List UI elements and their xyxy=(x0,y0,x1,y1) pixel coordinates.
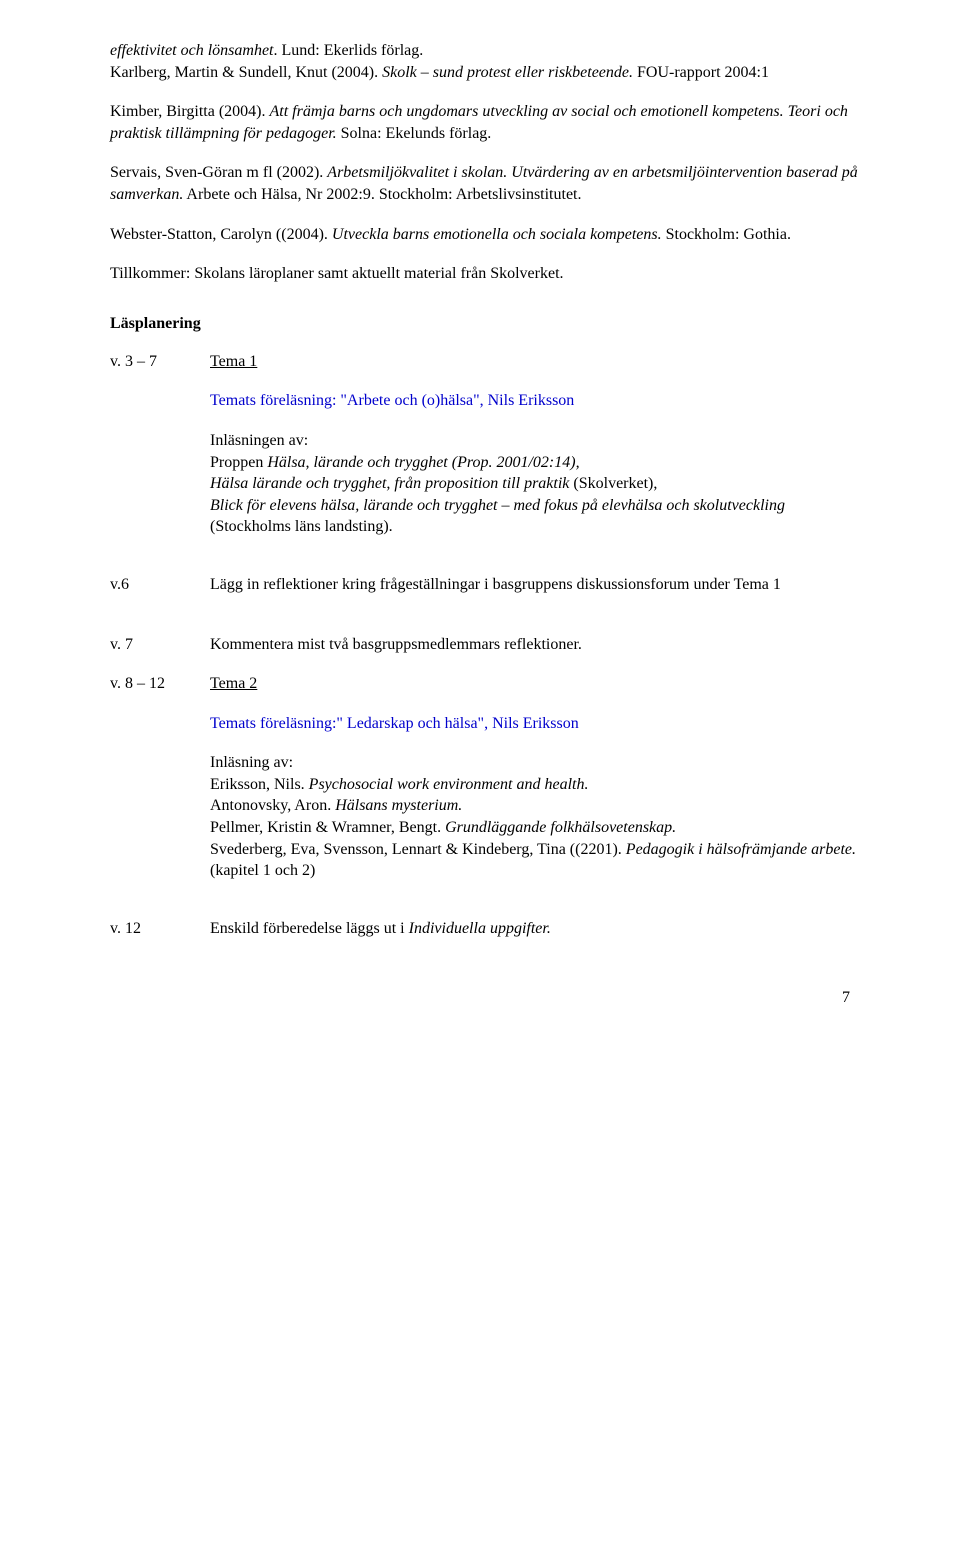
tema1-row: v. 3 – 7 Tema 1 Temats föreläsning: "Arb… xyxy=(110,351,860,556)
page-number: 7 xyxy=(110,989,860,1007)
tema1-r3-it: Blick för elevens hälsa, lärande och try… xyxy=(210,497,785,514)
v6-text: Lägg in reflektioner kring frågeställnin… xyxy=(210,574,860,596)
tema1-r1-it: Hälsa, lärande och trygghet (Prop. 2001/… xyxy=(267,454,579,471)
tema2-title: Tema 2 xyxy=(210,675,257,692)
tema2-lecture: Temats föreläsning:" Ledarskap och hälsa… xyxy=(210,713,860,735)
tema2-r3-it: Grundläggande folkhälsovetenskap. xyxy=(445,819,676,836)
tema2-reading: Inläsning av: Eriksson, Nils. Psychosoci… xyxy=(210,752,860,882)
tema1-r2-post: (Skolverket), xyxy=(569,475,657,492)
ref4-suf: Stockholm: Gothia. xyxy=(662,226,791,243)
ref3-pre: Servais, Sven-Göran m fl (2002). xyxy=(110,164,327,181)
v12-week: v. 12 xyxy=(110,918,210,940)
ref3-suf: Arbete och Hälsa, Nr 2002:9. Stockholm: … xyxy=(183,186,581,203)
tema2-row: v. 8 – 12 Tema 2 Temats föreläsning:" Le… xyxy=(110,673,860,900)
ref2-suf: Solna: Ekelunds förlag. xyxy=(337,125,492,142)
tema2-r1-it: Psychosocial work environment and health… xyxy=(309,776,589,793)
tema1-reading-label: Inläsningen av: xyxy=(210,432,308,449)
v6-week: v.6 xyxy=(110,574,210,596)
reference-1: effektivitet och lönsamhet. Lund: Ekerli… xyxy=(110,40,860,83)
ref2-pre: Kimber, Birgitta (2004). xyxy=(110,103,269,120)
reference-3: Servais, Sven-Göran m fl (2002). Arbetsm… xyxy=(110,162,860,205)
ref4-pre: Webster-Statton, Carolyn ((2004). xyxy=(110,226,332,243)
ref1-line2-suf: FOU-rapport 2004:1 xyxy=(633,64,769,81)
ref1-line2-italic: Skolk – sund protest eller riskbeteende. xyxy=(382,64,633,81)
reference-4: Webster-Statton, Carolyn ((2004). Utveck… xyxy=(110,224,860,246)
tema2-r2-pre: Antonovsky, Aron. xyxy=(210,797,335,814)
v7-week: v. 7 xyxy=(110,634,210,656)
tema1-lecture: Temats föreläsning: "Arbete och (o)hälsa… xyxy=(210,390,860,412)
ref4-italic: Utveckla barns emotionella och sociala k… xyxy=(332,226,662,243)
tema1-r2-it: Hälsa lärande och trygghet, från proposi… xyxy=(210,475,569,492)
tema1-title: Tema 1 xyxy=(210,353,257,370)
v12-text-pre: Enskild förberedelse läggs ut i xyxy=(210,920,409,937)
tema2-week: v. 8 – 12 xyxy=(110,673,210,900)
tema2-r2-it: Hälsans mysterium. xyxy=(335,797,462,814)
planning-heading: Läsplanering xyxy=(110,315,860,333)
tema2-reading-label: Inläsning av: xyxy=(210,754,293,771)
tema2-r3-pre: Pellmer, Kristin & Wramner, Bengt. xyxy=(210,819,445,836)
v7-text: Kommentera mist två basgruppsmedlemmars … xyxy=(210,634,860,656)
ref1-italic: effektivitet och lönsamhet xyxy=(110,42,274,59)
v12-text-it: Individuella uppgifter. xyxy=(409,920,551,937)
tema1-week: v. 3 – 7 xyxy=(110,351,210,556)
reference-2: Kimber, Birgitta (2004). Att främja barn… xyxy=(110,101,860,144)
ref1-suffix: . Lund: Ekerlids förlag. xyxy=(274,42,424,59)
tema1-r1-pre: Proppen xyxy=(210,454,267,471)
tema2-r4-it: Pedagogik i hälsofrämjande arbete. xyxy=(626,841,856,858)
v12-row: v. 12 Enskild förberedelse läggs ut i In… xyxy=(110,918,860,940)
tema2-r1-pre: Eriksson, Nils. xyxy=(210,776,309,793)
tema1-r3-post: (Stockholms läns landsting). xyxy=(210,518,393,535)
tema2-r4-post: (kapitel 1 och 2) xyxy=(210,862,315,879)
additional-note: Tillkommer: Skolans läroplaner samt aktu… xyxy=(110,263,860,285)
v6-row: v.6 Lägg in reflektioner kring frågestäl… xyxy=(110,574,860,596)
ref1-line2-pre: Karlberg, Martin & Sundell, Knut (2004). xyxy=(110,64,382,81)
tema2-r4-pre: Svederberg, Eva, Svensson, Lennart & Kin… xyxy=(210,841,626,858)
tema1-reading: Inläsningen av: Proppen Hälsa, lärande o… xyxy=(210,430,860,538)
v7-row: v. 7 Kommentera mist två basgruppsmedlem… xyxy=(110,634,860,656)
